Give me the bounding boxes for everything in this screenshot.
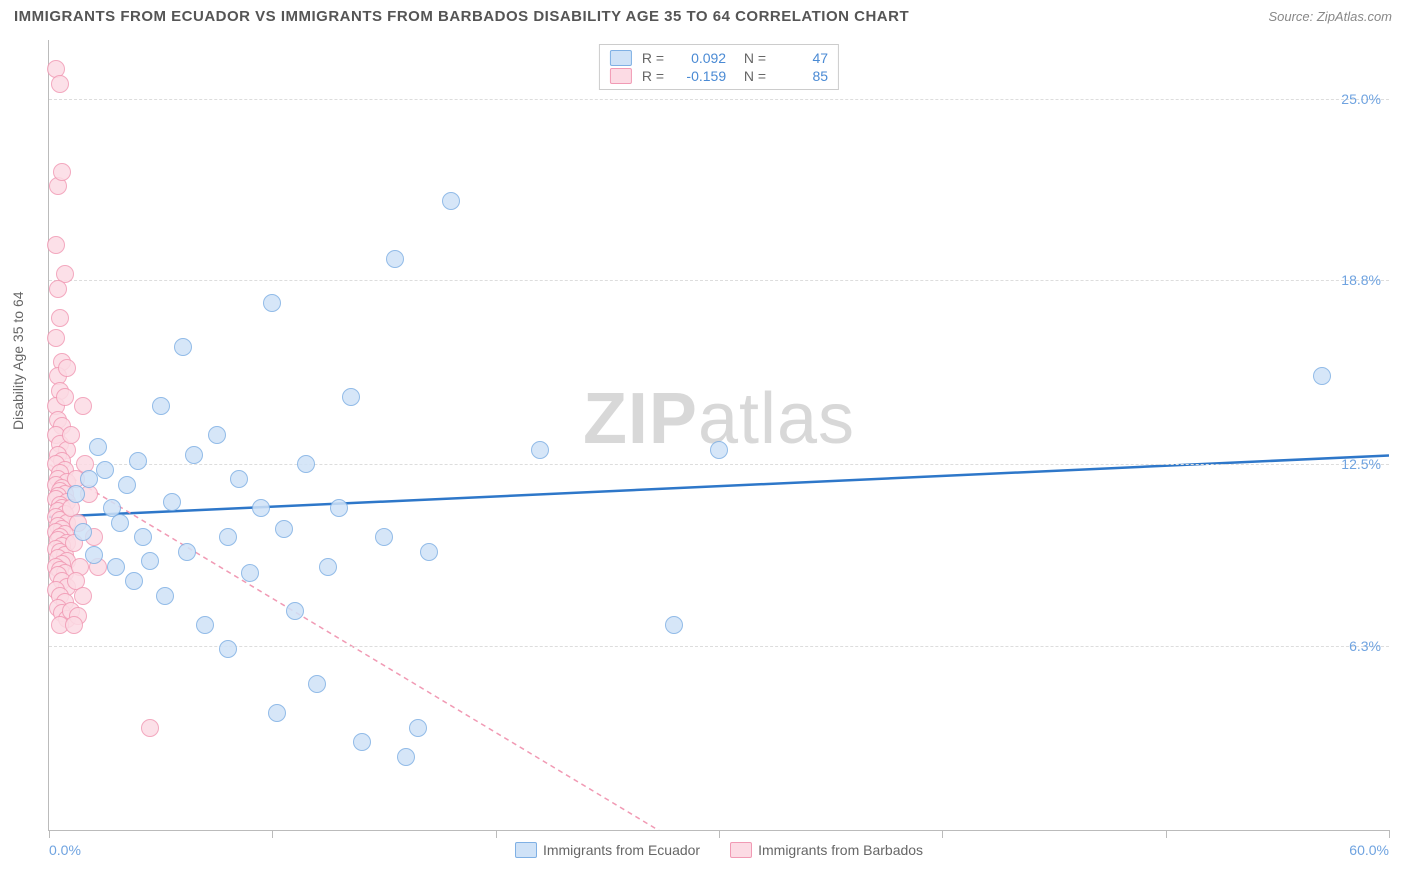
correlation-legend: R = 0.092 N = 47 R = -0.159 N = 85 (599, 44, 839, 90)
legend-label-barbados: Immigrants from Barbados (758, 842, 923, 858)
y-tick-label: 25.0% (1341, 91, 1381, 107)
data-point (268, 704, 286, 722)
swatch-ecuador-icon (515, 842, 537, 858)
r-value-barbados: -0.159 (674, 68, 726, 84)
data-point (85, 546, 103, 564)
data-point (185, 446, 203, 464)
data-point (174, 338, 192, 356)
data-point (53, 163, 71, 181)
data-point (386, 250, 404, 268)
data-point (275, 520, 293, 538)
data-point (156, 587, 174, 605)
legend-item-ecuador: Immigrants from Ecuador (515, 842, 700, 858)
data-point (263, 294, 281, 312)
data-point (297, 455, 315, 473)
data-point (141, 552, 159, 570)
data-point (219, 528, 237, 546)
n-value-barbados: 85 (776, 68, 828, 84)
r-value-ecuador: 0.092 (674, 50, 726, 66)
x-tick (942, 830, 943, 838)
data-point (397, 748, 415, 766)
legend-label-ecuador: Immigrants from Ecuador (543, 842, 700, 858)
data-point (1313, 367, 1331, 385)
data-point (230, 470, 248, 488)
data-point (342, 388, 360, 406)
data-point (125, 572, 143, 590)
x-tick (1166, 830, 1167, 838)
data-point (134, 528, 152, 546)
y-tick-label: 6.3% (1349, 638, 1381, 654)
data-point (89, 438, 107, 456)
data-point (375, 528, 393, 546)
y-tick-label: 12.5% (1341, 456, 1381, 472)
data-point (111, 514, 129, 532)
swatch-barbados-icon (730, 842, 752, 858)
data-point (62, 426, 80, 444)
data-point (442, 192, 460, 210)
data-point (308, 675, 326, 693)
data-point (286, 602, 304, 620)
data-point (252, 499, 270, 517)
data-point (196, 616, 214, 634)
data-point (178, 543, 196, 561)
data-point (420, 543, 438, 561)
y-tick-label: 18.8% (1341, 272, 1381, 288)
data-point (51, 75, 69, 93)
trend-lines (49, 40, 1389, 830)
data-point (58, 359, 76, 377)
data-point (409, 719, 427, 737)
legend-row-ecuador: R = 0.092 N = 47 (610, 49, 828, 67)
data-point (96, 461, 114, 479)
data-point (710, 441, 728, 459)
gridline (49, 99, 1389, 100)
x-tick (496, 830, 497, 838)
data-point (51, 309, 69, 327)
swatch-barbados (610, 68, 632, 84)
data-point (65, 616, 83, 634)
x-tick (1389, 830, 1390, 838)
x-tick (719, 830, 720, 838)
data-point (319, 558, 337, 576)
swatch-ecuador (610, 50, 632, 66)
data-point (118, 476, 136, 494)
data-point (152, 397, 170, 415)
chart-title: IMMIGRANTS FROM ECUADOR VS IMMIGRANTS FR… (14, 8, 909, 25)
data-point (241, 564, 259, 582)
x-tick (49, 830, 50, 838)
data-point (531, 441, 549, 459)
gridline (49, 280, 1389, 281)
data-point (353, 733, 371, 751)
data-point (665, 616, 683, 634)
source-attribution: Source: ZipAtlas.com (1268, 9, 1392, 24)
x-tick (272, 830, 273, 838)
gridline (49, 646, 1389, 647)
data-point (67, 485, 85, 503)
y-axis-label: Disability Age 35 to 64 (10, 291, 26, 430)
gridline (49, 464, 1389, 465)
n-value-ecuador: 47 (776, 50, 828, 66)
x-min-label: 0.0% (49, 842, 81, 858)
data-point (219, 640, 237, 658)
x-max-label: 60.0% (1349, 842, 1389, 858)
data-point (330, 499, 348, 517)
data-point (47, 236, 65, 254)
data-point (49, 280, 67, 298)
data-point (107, 558, 125, 576)
legend-item-barbados: Immigrants from Barbados (730, 842, 923, 858)
data-point (56, 388, 74, 406)
data-point (74, 397, 92, 415)
data-point (163, 493, 181, 511)
data-point (74, 523, 92, 541)
data-point (141, 719, 159, 737)
legend-row-barbados: R = -0.159 N = 85 (610, 67, 828, 85)
data-point (47, 329, 65, 347)
data-point (208, 426, 226, 444)
series-legend: Immigrants from Ecuador Immigrants from … (49, 842, 1389, 858)
data-point (129, 452, 147, 470)
scatter-plot: ZIPatlas R = 0.092 N = 47 R = -0.159 N =… (48, 40, 1389, 831)
